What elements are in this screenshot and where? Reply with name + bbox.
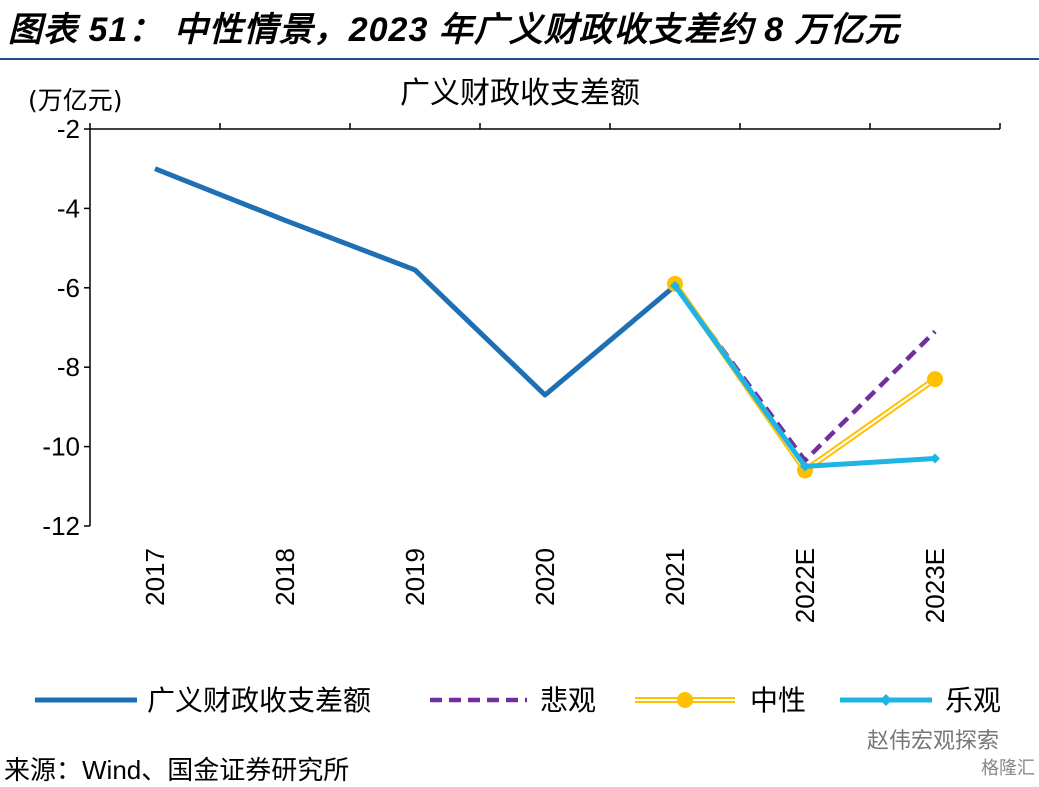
- series-乐观: [670, 280, 940, 472]
- series-悲观: [673, 284, 937, 464]
- series-line-inner: [674, 283, 936, 472]
- x-tick-label: 2023E: [920, 548, 950, 623]
- data-point: [670, 280, 680, 291]
- legend-marker: [677, 692, 693, 708]
- legend-label: 广义财政收支差额: [147, 684, 371, 717]
- series-line: [673, 284, 937, 464]
- series-line: [672, 284, 936, 469]
- x-tick-label: 2017: [140, 548, 170, 606]
- x-tick-label: 2020: [530, 548, 560, 606]
- series-广义财政收支差额: [154, 166, 677, 398]
- y-tick-label: -2: [57, 114, 80, 144]
- x-tick-label: 2021: [660, 548, 690, 606]
- series-line: [154, 166, 677, 398]
- legend-item-悲观: 悲观: [430, 684, 596, 717]
- chart-title: 广义财政收支差额: [400, 76, 640, 111]
- chart-series: [154, 166, 943, 479]
- legend-marker: [880, 694, 892, 706]
- x-tick-label: 2018: [270, 548, 300, 606]
- legend-item-乐观: 乐观: [840, 684, 1001, 717]
- legend-label: 乐观: [945, 684, 1001, 717]
- chart-legend: 广义财政收支差额 悲观 中性 乐观: [35, 684, 1001, 717]
- series-中性: [667, 275, 943, 479]
- source-note: 来源：Wind、国金证券研究所: [4, 755, 350, 785]
- legend-item-广义财政收支差额: 广义财政收支差额: [35, 684, 371, 717]
- data-point: [800, 461, 810, 472]
- y-tick-label: -4: [57, 193, 80, 223]
- y-tick-label: -8: [57, 352, 80, 382]
- series-line-outer: [672, 282, 937, 474]
- legend-label: 悲观: [540, 684, 596, 717]
- watermark-text: 赵伟宏观探索: [866, 728, 999, 753]
- x-tick-label: 2019: [400, 548, 430, 606]
- legend-label: 中性: [750, 684, 806, 717]
- watermark-logo-text: 格隆汇: [981, 758, 1035, 778]
- chart-axes: -2 -4 -6 -8 -10 -12 2017 2018 2019 2020 2021 2022E 2…: [42, 114, 1001, 623]
- y-tick-label: -6: [57, 273, 80, 303]
- x-tick-label: 2022E: [790, 548, 820, 623]
- y-tick-label: -10: [42, 432, 80, 462]
- data-point: [930, 453, 940, 464]
- title-rule: [0, 58, 1039, 60]
- y-tick-label: -12: [42, 511, 80, 541]
- figure-title: 图表 51： 中性情景，2023 年广义财政收支差约 8 万亿元: [8, 11, 900, 49]
- y-axis-unit-label: (万亿元): [28, 86, 123, 115]
- data-point: [927, 371, 943, 388]
- legend-item-中性: 中性: [635, 684, 806, 717]
